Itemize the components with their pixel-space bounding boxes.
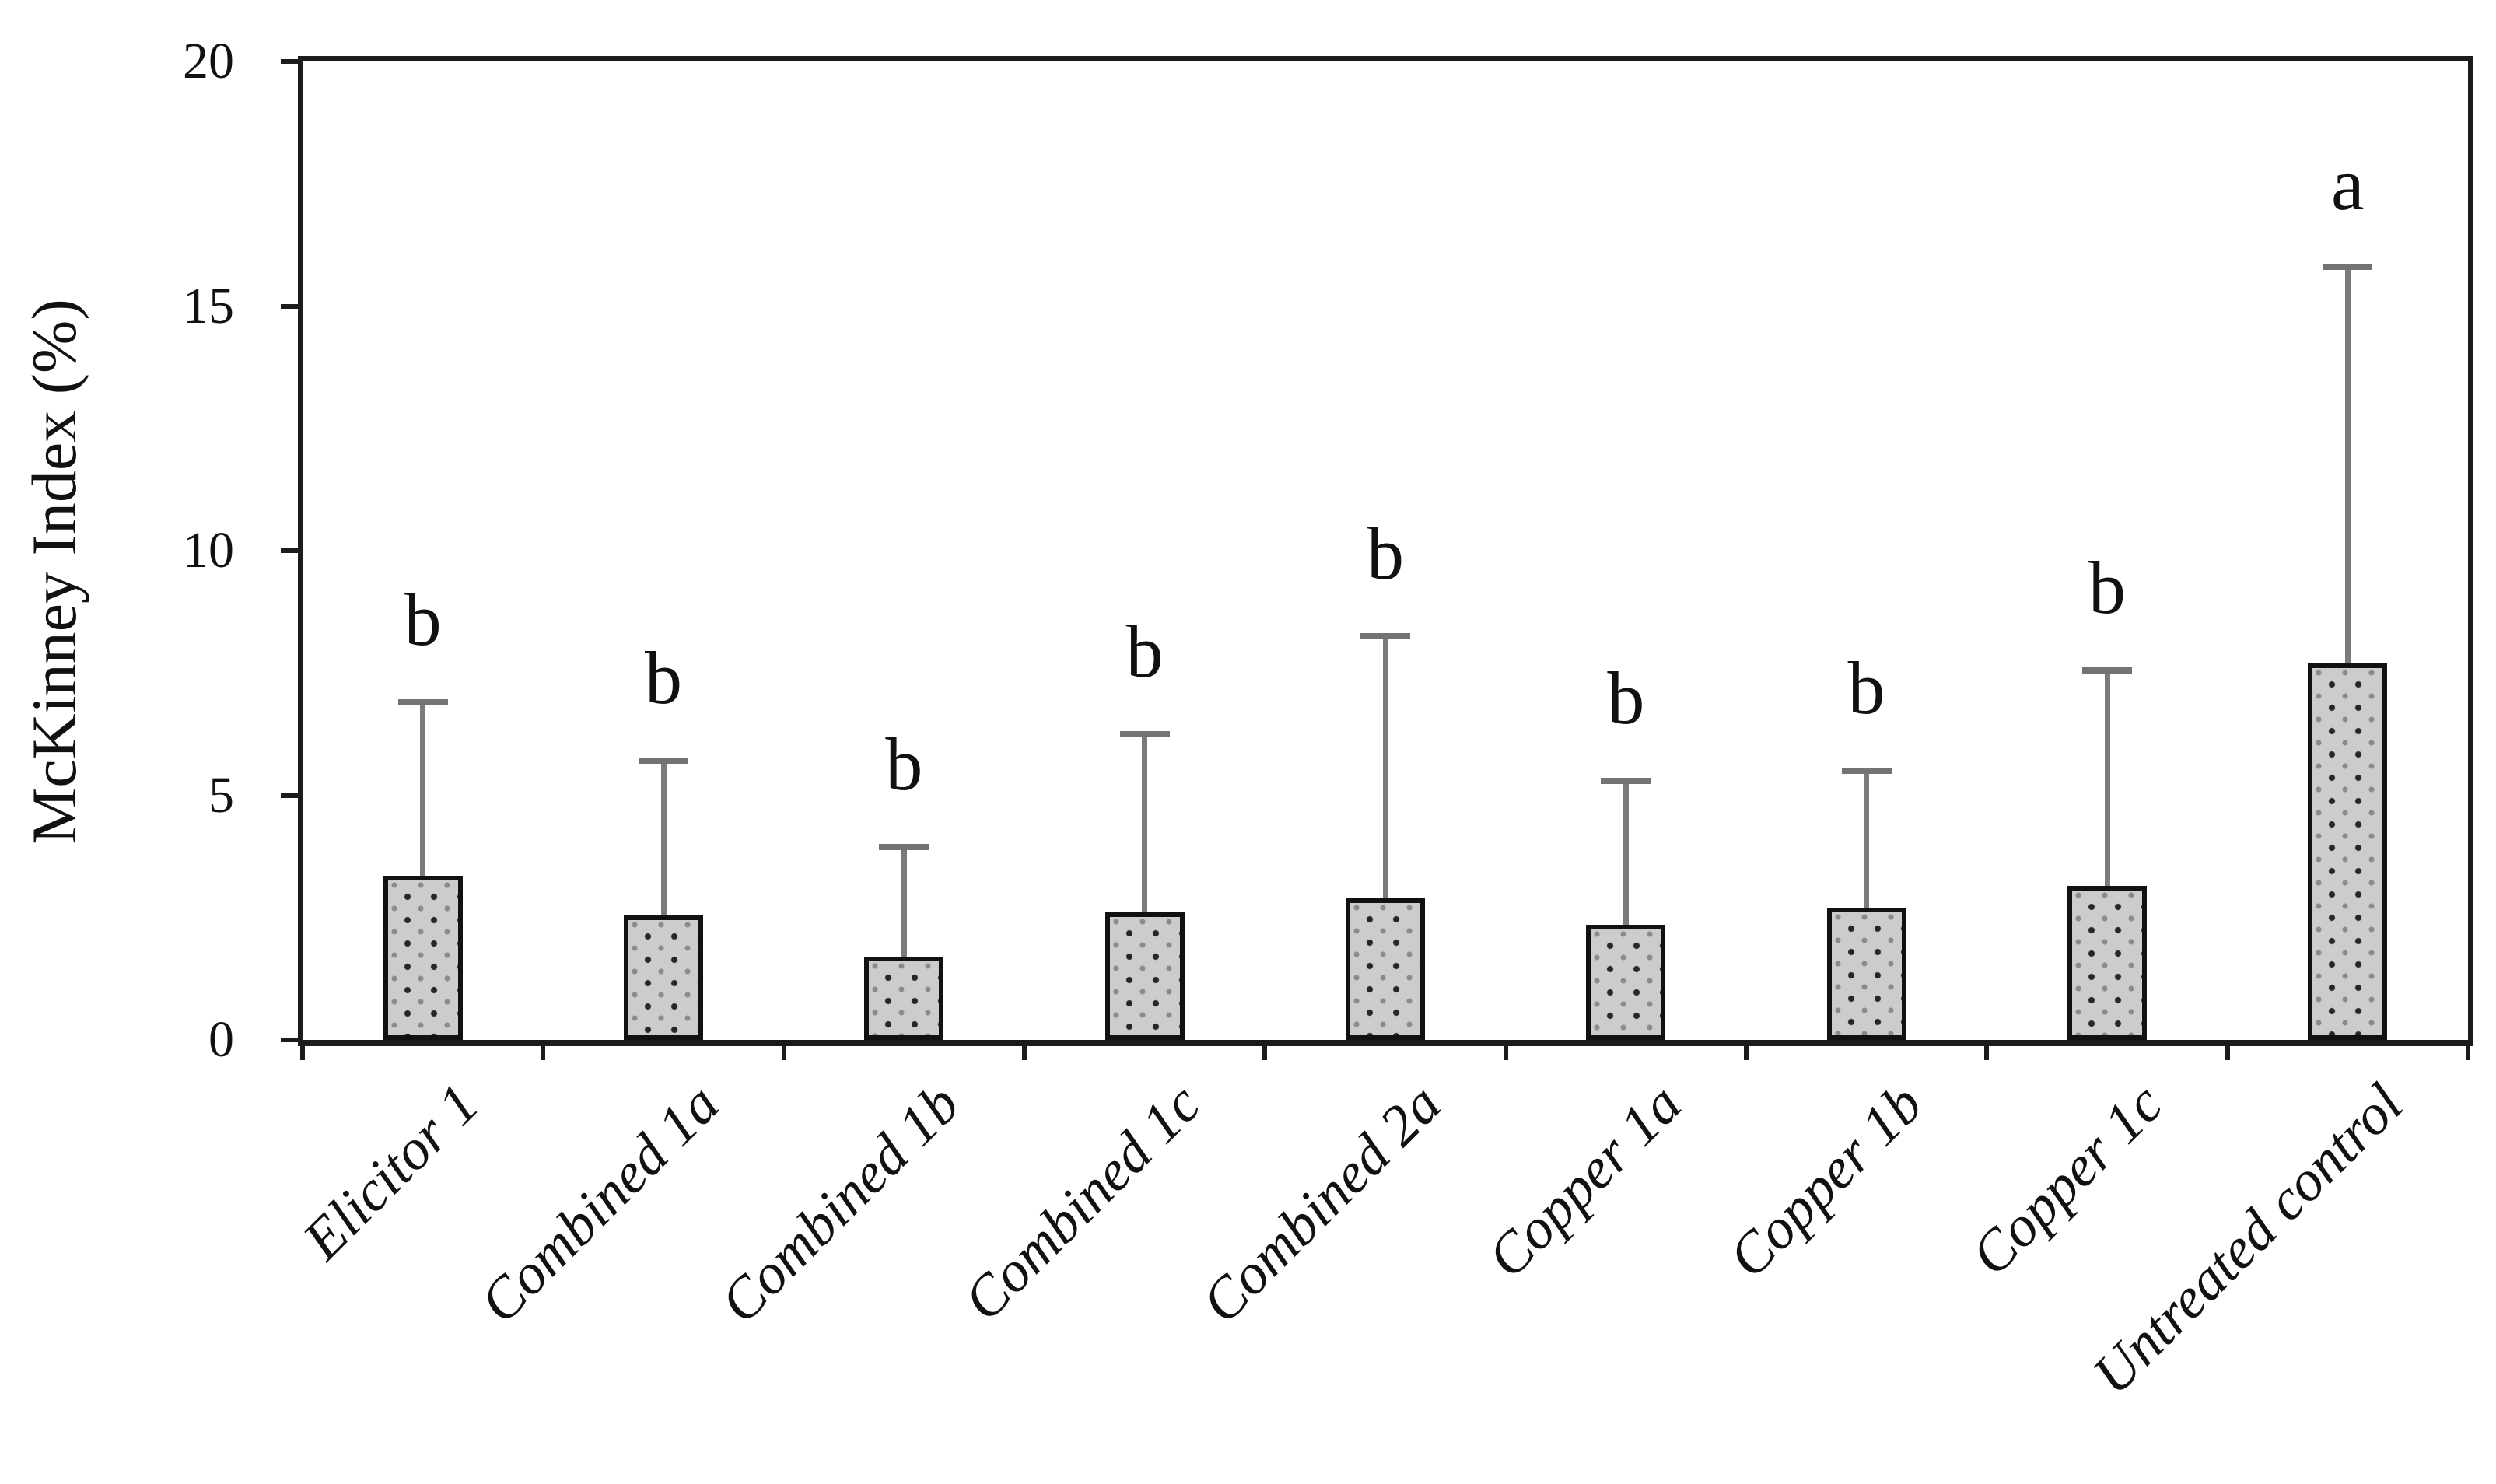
error-bar-cap xyxy=(879,843,929,850)
bar xyxy=(864,957,944,1040)
x-axis-tick xyxy=(2225,1040,2230,1060)
y-axis-tick xyxy=(281,793,298,798)
x-axis-tick xyxy=(300,1040,305,1060)
significance-letter: b xyxy=(1125,609,1164,693)
bar xyxy=(1346,898,1425,1040)
x-axis-category-label: Combined 1c xyxy=(951,1072,1213,1333)
y-axis-tick xyxy=(281,548,298,553)
significance-letter: b xyxy=(2088,546,2126,630)
error-bar xyxy=(1864,771,1870,908)
x-axis-tick xyxy=(2466,1040,2470,1060)
x-axis-category-label: Copper 1b xyxy=(1716,1072,1934,1290)
error-bar-cap xyxy=(1841,768,1892,775)
significance-letter: b xyxy=(1847,646,1885,730)
bar xyxy=(2067,885,2147,1040)
x-axis-category-label: Elicitor 1 xyxy=(290,1072,491,1272)
x-axis-tick xyxy=(541,1040,546,1060)
bar xyxy=(624,915,703,1040)
x-axis-tick xyxy=(1022,1040,1027,1060)
y-axis-tick-label: 5 xyxy=(208,766,234,824)
x-axis-tick xyxy=(1984,1040,1990,1060)
bar xyxy=(383,876,463,1040)
x-axis-category-label: Copper 1a xyxy=(1476,1072,1694,1290)
x-axis-category-label: Copper 1c xyxy=(1959,1072,2176,1288)
plot-area: 0 5 10 15 20 b Elicitor 1 b Combined 1a b Combined… xyxy=(183,34,2473,1407)
y-axis-title: McKinney Index (%) xyxy=(19,299,89,845)
error-bar xyxy=(660,761,667,915)
error-bar-cap xyxy=(2323,264,2373,271)
x-axis-category-label: Combined 2a xyxy=(1189,1072,1454,1335)
error-bar-cap xyxy=(2082,667,2132,674)
y-axis-tick xyxy=(281,59,298,64)
y-axis-tick-label: 10 xyxy=(183,522,234,579)
error-bar-cap xyxy=(639,758,688,765)
error-bar-cap xyxy=(1119,730,1170,737)
x-axis-tick xyxy=(1503,1040,1508,1060)
error-bar xyxy=(2104,670,2110,886)
x-axis-category-label: Combined 1a xyxy=(467,1072,732,1335)
y-axis-tick-label: 20 xyxy=(183,33,234,89)
significance-letter: b xyxy=(645,636,682,720)
y-axis-tick xyxy=(281,303,298,309)
error-bar xyxy=(420,702,426,877)
error-bar-cap xyxy=(1360,633,1410,640)
bar xyxy=(1826,908,1906,1040)
significance-letter: b xyxy=(1607,656,1645,740)
error-bar xyxy=(901,846,907,957)
error-bar-cap xyxy=(1601,777,1651,784)
x-axis-category-label: Untreated control xyxy=(2081,1072,2416,1407)
significance-letter: b xyxy=(404,577,442,661)
error-bar xyxy=(1382,636,1388,898)
significance-letter: b xyxy=(885,722,923,806)
y-axis-tick-label: 15 xyxy=(183,277,234,334)
significance-letter: a xyxy=(2331,142,2365,226)
error-bar xyxy=(1142,733,1148,913)
x-axis-category-label: Combined 1b xyxy=(709,1072,972,1335)
x-axis-tick xyxy=(1744,1040,1749,1060)
bar xyxy=(1586,925,1666,1040)
error-bar-cap xyxy=(397,698,448,705)
bar xyxy=(1104,912,1185,1040)
error-bar xyxy=(2344,267,2351,663)
y-axis-tick-label: 0 xyxy=(208,1011,234,1068)
bar xyxy=(2308,663,2388,1040)
x-axis-tick xyxy=(781,1040,786,1060)
y-axis-tick xyxy=(281,1038,298,1042)
error-bar xyxy=(1623,780,1629,926)
x-axis-tick xyxy=(1262,1040,1268,1060)
significance-letter: b xyxy=(1367,512,1404,596)
